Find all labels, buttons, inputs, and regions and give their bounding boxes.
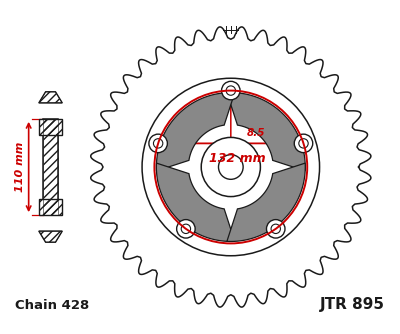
Bar: [39, 199, 62, 215]
Circle shape: [271, 224, 280, 233]
Polygon shape: [227, 163, 305, 241]
Text: Chain 428: Chain 428: [15, 300, 89, 312]
Text: JTR 895: JTR 895: [320, 298, 385, 312]
Circle shape: [299, 139, 308, 148]
Polygon shape: [91, 27, 371, 307]
Text: 132 mm: 132 mm: [209, 152, 265, 165]
Circle shape: [149, 134, 167, 153]
Circle shape: [294, 134, 313, 153]
Polygon shape: [39, 231, 62, 242]
Circle shape: [177, 219, 195, 238]
Bar: [39, 119, 62, 135]
Circle shape: [218, 155, 243, 179]
Polygon shape: [156, 163, 235, 241]
Circle shape: [266, 219, 285, 238]
Circle shape: [142, 78, 320, 256]
Polygon shape: [156, 93, 235, 171]
Text: 8.5: 8.5: [247, 128, 265, 138]
Circle shape: [226, 86, 236, 95]
Text: 110 mm: 110 mm: [15, 142, 25, 192]
Polygon shape: [227, 93, 305, 171]
Circle shape: [181, 224, 190, 233]
Bar: [44, 119, 58, 215]
Circle shape: [201, 137, 260, 197]
Polygon shape: [39, 92, 62, 103]
Circle shape: [222, 81, 240, 100]
Circle shape: [154, 139, 163, 148]
